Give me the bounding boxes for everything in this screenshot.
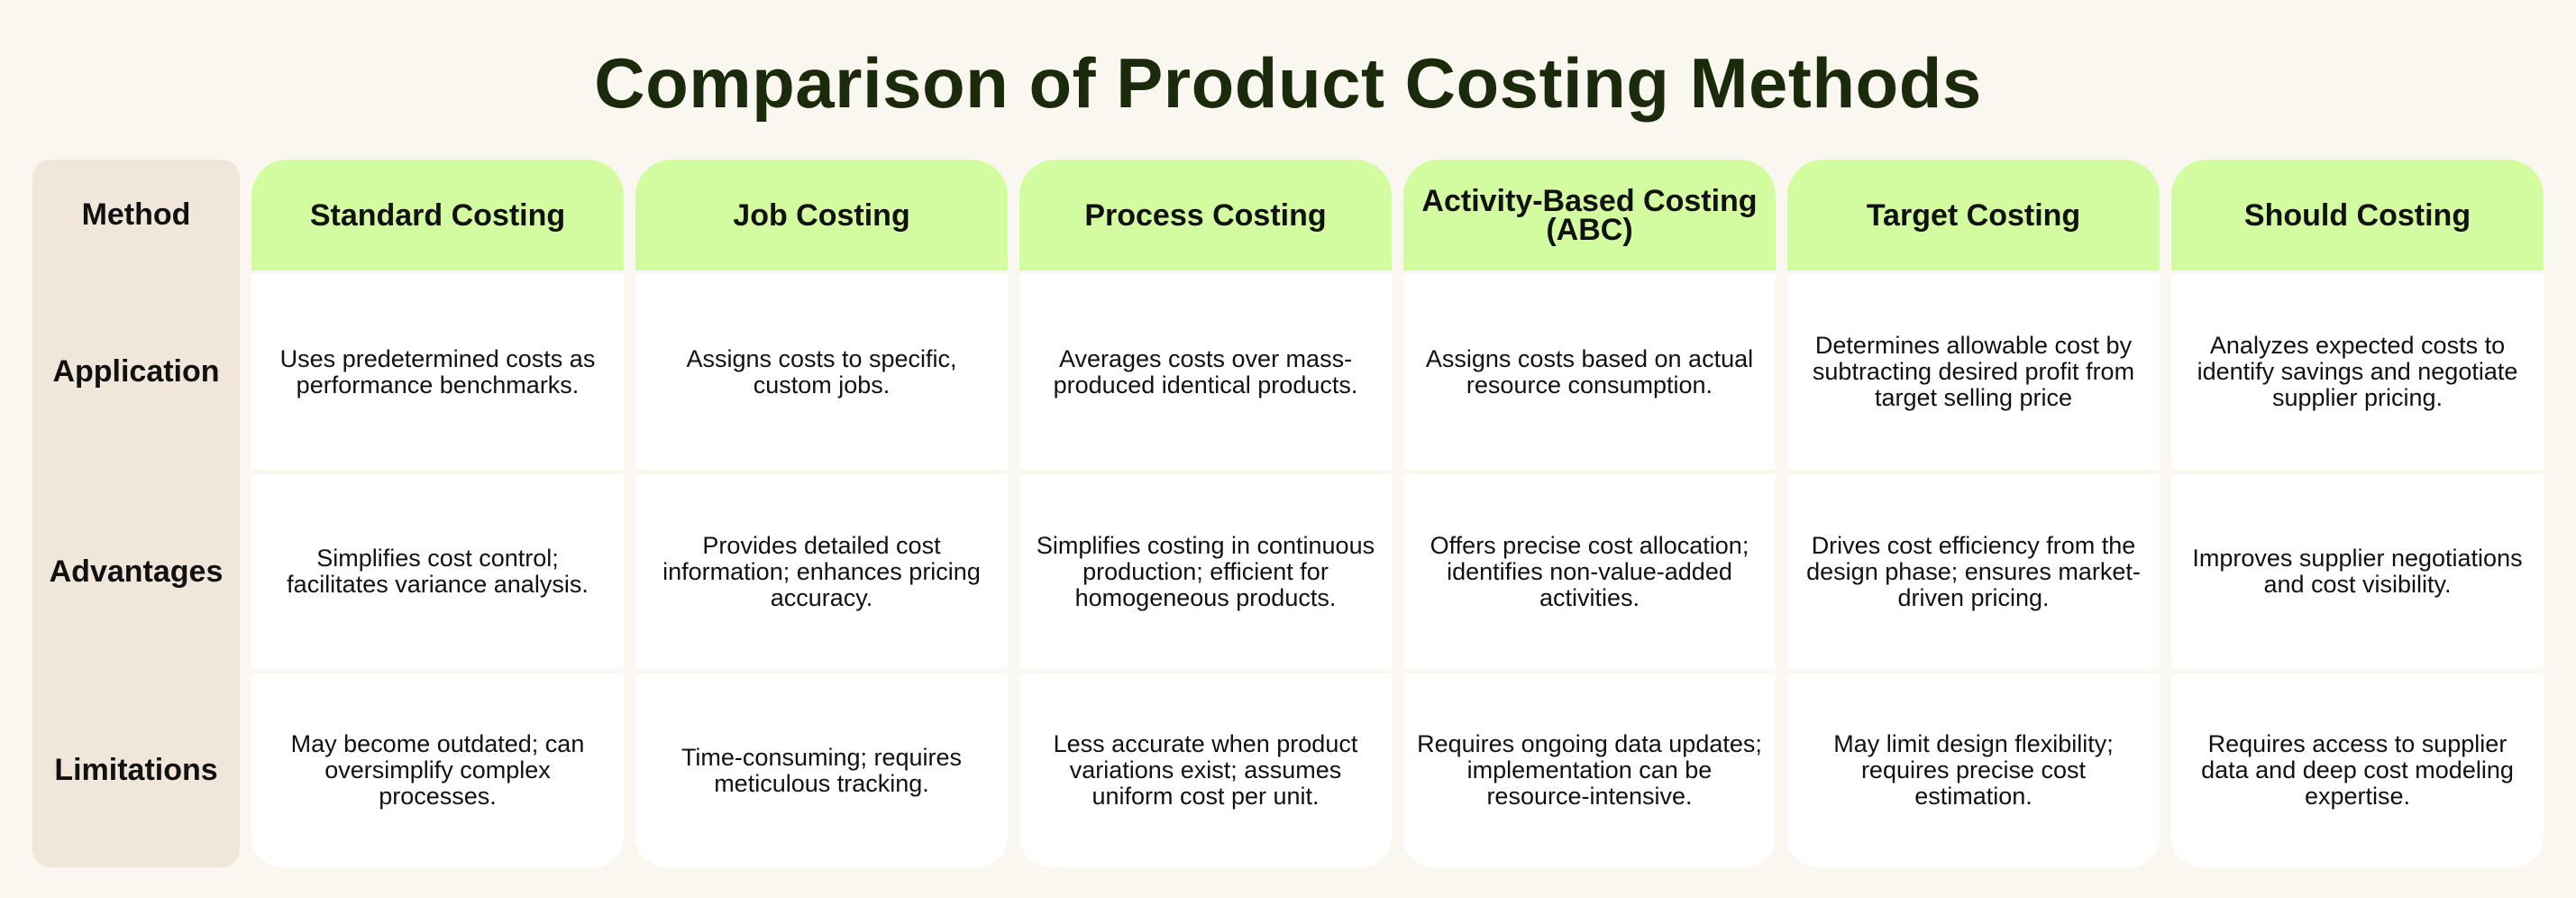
cell-limitations: Less accurate when product variations ex… (1019, 674, 1392, 867)
column-process-costing: Process Costing Averages costs over mass… (1019, 160, 1392, 867)
column-header: Target Costing (1787, 160, 2160, 270)
column-target-costing: Target Costing Determines allowable cost… (1787, 160, 2160, 867)
column-activity-based-costing: Activity-Based Costing (ABC) Assigns cos… (1403, 160, 1776, 867)
column-header: Should Costing (2171, 160, 2544, 270)
column-header: Job Costing (635, 160, 1008, 270)
cell-limitations: May become outdated; can oversimplify co… (251, 674, 624, 867)
row-label-column: Method Application Advantages Limitation… (32, 160, 240, 867)
column-header: Process Costing (1019, 160, 1392, 270)
cell-application: Assigns costs to specific, custom jobs. (635, 274, 1008, 470)
cell-limitations: May limit design flexibility; requires p… (1787, 674, 2160, 867)
cell-application: Assigns costs based on actual resource c… (1403, 274, 1776, 470)
cell-application: Determines allowable cost by subtracting… (1787, 274, 2160, 470)
cell-limitations: Requires access to supplier data and dee… (2171, 674, 2544, 867)
cell-application: Analyzes expected costs to identify savi… (2171, 274, 2544, 470)
cell-advantages: Provides detailed cost information; enha… (635, 474, 1008, 669)
column-job-costing: Job Costing Assigns costs to specific, c… (635, 160, 1008, 867)
cell-application: Averages costs over mass-produced identi… (1019, 274, 1392, 470)
column-header: Activity-Based Costing (ABC) (1403, 160, 1776, 270)
row-label-method: Method (81, 197, 191, 232)
cell-advantages: Offers precise cost allocation; identifi… (1403, 474, 1776, 669)
cell-limitations: Time-consuming; requires meticulous trac… (635, 674, 1008, 867)
page-title: Comparison of Product Costing Methods (594, 43, 1982, 123)
cell-advantages: Drives cost efficiency from the design p… (1787, 474, 2160, 669)
cell-advantages: Simplifies cost control; facilitates var… (251, 474, 624, 669)
cell-advantages: Simplifies costing in continuous product… (1019, 474, 1392, 669)
row-label-limitations: Limitations (54, 753, 218, 787)
column-should-costing: Should Costing Analyzes expected costs t… (2171, 160, 2544, 867)
column-header: Standard Costing (251, 160, 624, 270)
row-label-advantages: Advantages (49, 554, 224, 589)
column-standard-costing: Standard Costing Uses predetermined cost… (251, 160, 624, 867)
cell-advantages: Improves supplier negotiations and cost … (2171, 474, 2544, 669)
row-label-application: Application (52, 354, 220, 389)
cell-application: Uses predetermined costs as performance … (251, 274, 624, 470)
cell-limitations: Requires ongoing data updates; implement… (1403, 674, 1776, 867)
